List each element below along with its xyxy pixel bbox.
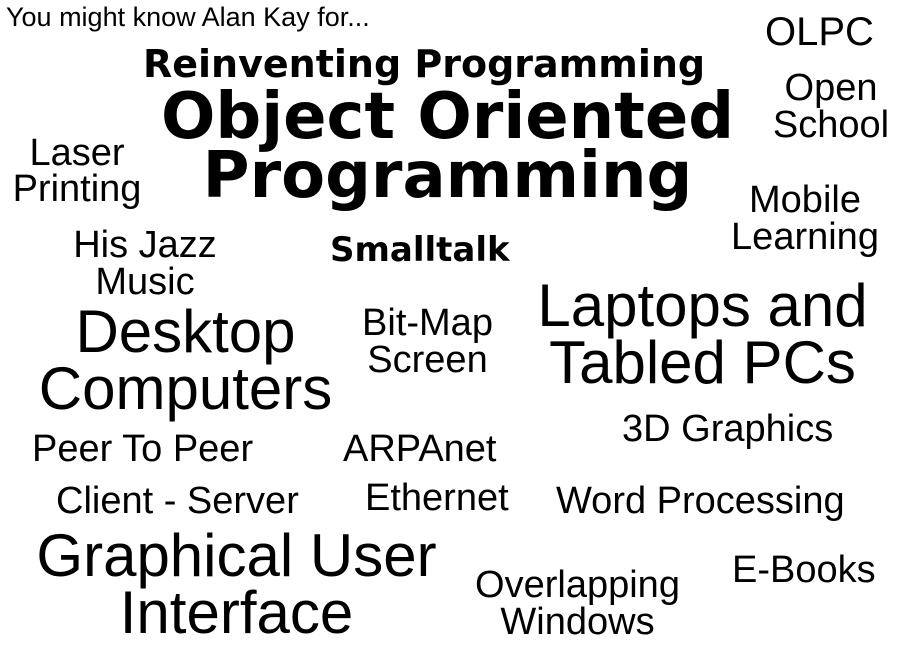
word-word-processing: Word Processing — [556, 480, 845, 522]
laptops-line-1: Laptops and — [537, 272, 868, 339]
word-laser-printing: Laser Printing — [2, 132, 152, 211]
overlap-line-2: Windows — [500, 601, 655, 644]
word-mobile-learning: Mobile Learning — [720, 179, 890, 259]
word-graphical-user-interface: Graphical User Interface — [4, 522, 469, 646]
word-client-server: Client - Server — [56, 480, 299, 522]
open-line-2: School — [772, 104, 890, 147]
laptops-line-2: Tabled PCs — [549, 329, 856, 396]
word-peer-to-peer: Peer To Peer — [32, 428, 254, 470]
jazz-line-1: His Jazz — [73, 224, 217, 266]
open-line-1: Open — [784, 67, 878, 109]
oop-line-2: Programming — [202, 138, 693, 213]
gui-line-1: Graphical User — [36, 522, 437, 589]
word-ethernet: Ethernet — [365, 477, 509, 519]
mobile-line-1: Mobile — [749, 179, 861, 221]
word-3d-graphics: 3D Graphics — [622, 408, 834, 450]
mobile-line-2: Learning — [731, 216, 879, 259]
oop-line-1: Object Oriented — [160, 80, 735, 154]
word-reinventing-programming: Reinventing Programming — [143, 42, 706, 86]
word-olpc: OLPC — [765, 10, 874, 54]
word-bit-map-screen: Bit-Map Screen — [350, 302, 505, 382]
word-object-oriented-programming: Object Oriented Programming — [135, 80, 760, 213]
word-open-school: Open School — [766, 67, 896, 147]
gui-line-2: Interface — [119, 579, 354, 646]
word-smalltalk: Smalltalk — [330, 230, 510, 270]
laser-line-1: Laser — [29, 132, 125, 174]
word-overlapping-windows: Overlapping Windows — [460, 564, 695, 644]
intro-text: You might know Alan Kay for... — [6, 2, 370, 32]
word-desktop-computers: Desktop Computers — [8, 298, 363, 422]
word-arpanet: ARPAnet — [343, 428, 497, 470]
desktop-line-1: Desktop — [75, 298, 296, 365]
desktop-line-2: Computers — [38, 355, 333, 422]
bitmap-line-2: Screen — [367, 339, 488, 382]
word-laptops-tabled-pcs: Laptops and Tabled PCs — [515, 272, 890, 396]
word-e-books: E-Books — [732, 549, 876, 591]
laser-line-2: Printing — [12, 168, 142, 211]
bitmap-line-1: Bit-Map — [362, 302, 493, 344]
word-his-jazz-music: His Jazz Music — [65, 224, 225, 304]
overlap-line-1: Overlapping — [475, 564, 680, 606]
jazz-line-2: Music — [95, 261, 195, 304]
